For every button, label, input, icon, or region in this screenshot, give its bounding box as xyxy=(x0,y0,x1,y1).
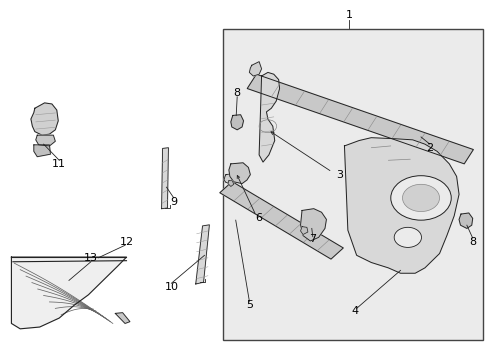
Polygon shape xyxy=(249,62,261,76)
Polygon shape xyxy=(458,213,472,228)
Text: 4: 4 xyxy=(350,306,358,316)
Text: 12: 12 xyxy=(119,237,133,247)
Text: 11: 11 xyxy=(52,159,66,169)
Polygon shape xyxy=(195,225,209,284)
Circle shape xyxy=(393,227,421,247)
Polygon shape xyxy=(344,138,458,273)
Text: 7: 7 xyxy=(308,234,316,244)
Text: 3: 3 xyxy=(335,170,343,180)
Text: 13: 13 xyxy=(84,253,98,263)
Polygon shape xyxy=(259,72,279,162)
Text: 10: 10 xyxy=(164,282,178,292)
Polygon shape xyxy=(220,181,343,259)
Polygon shape xyxy=(227,181,233,186)
Polygon shape xyxy=(115,313,130,323)
Circle shape xyxy=(402,184,439,212)
Polygon shape xyxy=(11,257,126,329)
Polygon shape xyxy=(34,145,50,157)
Polygon shape xyxy=(161,148,168,209)
Bar xyxy=(222,30,483,339)
Polygon shape xyxy=(300,226,307,234)
Polygon shape xyxy=(247,74,472,164)
Circle shape xyxy=(390,176,450,220)
Polygon shape xyxy=(31,103,58,135)
Polygon shape xyxy=(230,115,243,130)
Polygon shape xyxy=(300,209,326,241)
Polygon shape xyxy=(36,135,55,146)
Text: 1: 1 xyxy=(345,10,352,20)
Text: 5: 5 xyxy=(245,300,252,310)
Polygon shape xyxy=(228,163,250,184)
Text: 8: 8 xyxy=(233,88,240,98)
Text: 8: 8 xyxy=(468,237,475,247)
Text: 2: 2 xyxy=(426,143,432,153)
Text: 9: 9 xyxy=(170,197,177,207)
Text: 6: 6 xyxy=(255,213,262,223)
Polygon shape xyxy=(224,174,235,183)
